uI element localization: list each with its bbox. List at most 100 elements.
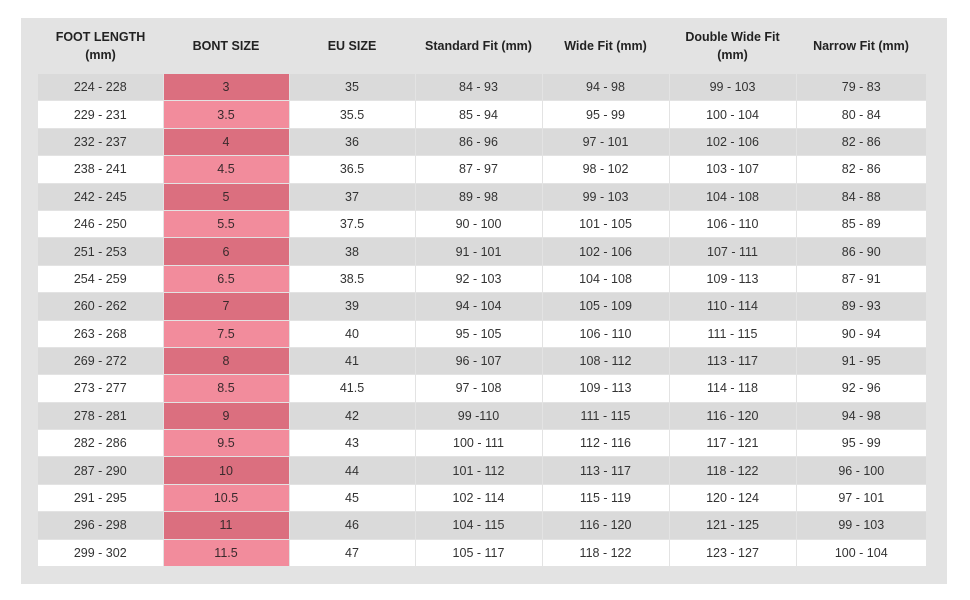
eu-size-cell: 39 xyxy=(288,292,415,321)
standard-fit-cell: 89 - 98 xyxy=(414,183,542,211)
standard-fit-cell: 97 - 108 xyxy=(414,374,542,403)
header-row: FOOT LENGTH (mm) BONT SIZE EU SIZE Standa… xyxy=(38,18,926,74)
wide-fit-cell: 101 - 105 xyxy=(541,210,669,239)
standard-fit-cell: 94 - 104 xyxy=(414,292,542,321)
size-chart-table: FOOT LENGTH (mm) BONT SIZE EU SIZE Standa… xyxy=(38,18,926,568)
wide-fit-cell: 102 - 106 xyxy=(541,237,669,266)
double-wide-fit-cell: 123 - 127 xyxy=(668,539,796,568)
double-wide-fit-cell: 113 - 117 xyxy=(668,347,796,376)
narrow-fit-cell: 99 - 103 xyxy=(795,511,926,540)
bont-size-cell: 10.5 xyxy=(162,484,289,513)
narrow-fit-cell: 100 - 104 xyxy=(795,539,926,568)
table-row: 299 - 302 11.5 47 105 - 117 118 - 122 123 - 1… xyxy=(38,539,926,568)
foot-length-cell: 229 - 231 xyxy=(38,100,163,129)
bont-size-cell: 4.5 xyxy=(162,155,289,184)
header-bont-size: BONT SIZE xyxy=(163,18,289,74)
eu-size-cell: 36.5 xyxy=(288,155,415,184)
narrow-fit-cell: 90 - 94 xyxy=(795,320,926,348)
foot-length-cell: 251 - 253 xyxy=(38,237,163,266)
standard-fit-cell: 104 - 115 xyxy=(414,511,542,540)
double-wide-fit-cell: 99 - 103 xyxy=(668,74,796,102)
header-standard-fit: Standard Fit (mm) xyxy=(415,18,542,74)
double-wide-fit-cell: 121 - 125 xyxy=(668,511,796,540)
foot-length-cell: 246 - 250 xyxy=(38,210,163,239)
eu-size-cell: 43 xyxy=(288,429,415,458)
wide-fit-cell: 105 - 109 xyxy=(541,292,669,321)
table-row: 282 - 286 9.5 43 100 - 111 112 - 116 117 - 12… xyxy=(38,429,926,458)
standard-fit-cell: 99 -110 xyxy=(414,402,542,431)
foot-length-cell: 269 - 272 xyxy=(38,347,163,376)
narrow-fit-cell: 79 - 83 xyxy=(795,74,926,102)
eu-size-cell: 41.5 xyxy=(288,374,415,403)
standard-fit-cell: 96 - 107 xyxy=(414,347,542,376)
double-wide-fit-cell: 114 - 118 xyxy=(668,374,796,403)
narrow-fit-cell: 95 - 99 xyxy=(795,429,926,458)
bont-size-cell: 6.5 xyxy=(162,265,289,294)
standard-fit-cell: 87 - 97 xyxy=(414,155,542,184)
header-double-wide-fit: Double Wide Fit (mm) xyxy=(669,18,796,74)
header-standard-fit-label: Standard Fit (mm) xyxy=(425,39,532,53)
table-row: 224 - 228 3 35 84 - 93 94 - 98 99 - 103 79 - 8… xyxy=(38,74,926,102)
foot-length-cell: 232 - 237 xyxy=(38,128,163,157)
wide-fit-cell: 106 - 110 xyxy=(541,320,669,348)
bont-size-cell: 6 xyxy=(162,237,289,266)
narrow-fit-cell: 84 - 88 xyxy=(795,183,926,211)
narrow-fit-cell: 82 - 86 xyxy=(795,128,926,157)
eu-size-cell: 41 xyxy=(288,347,415,376)
eu-size-cell: 42 xyxy=(288,402,415,431)
bont-size-cell: 7 xyxy=(162,292,289,321)
bont-size-cell: 9.5 xyxy=(162,429,289,458)
double-wide-fit-cell: 102 - 106 xyxy=(668,128,796,157)
size-chart-body: 224 - 228 3 35 84 - 93 94 - 98 99 - 103 79 - 8… xyxy=(38,74,926,568)
bont-size-cell: 8.5 xyxy=(162,374,289,403)
bont-size-cell: 11.5 xyxy=(162,539,289,568)
header-double-wide-fit-line1: Double Wide Fit xyxy=(685,30,780,44)
foot-length-cell: 263 - 268 xyxy=(38,320,163,348)
narrow-fit-cell: 97 - 101 xyxy=(795,484,926,513)
double-wide-fit-cell: 109 - 113 xyxy=(668,265,796,294)
wide-fit-cell: 97 - 101 xyxy=(541,128,669,157)
narrow-fit-cell: 82 - 86 xyxy=(795,155,926,184)
header-foot-length-line1: FOOT LENGTH xyxy=(55,30,146,44)
bont-size-cell: 5.5 xyxy=(162,210,289,239)
header-narrow-fit: Narrow Fit (mm) xyxy=(796,18,926,74)
wide-fit-cell: 118 - 122 xyxy=(541,539,669,568)
wide-fit-cell: 99 - 103 xyxy=(541,183,669,211)
double-wide-fit-cell: 116 - 120 xyxy=(668,402,796,431)
double-wide-fit-cell: 111 - 115 xyxy=(668,320,796,348)
foot-length-cell: 299 - 302 xyxy=(38,539,163,568)
bont-size-cell: 8 xyxy=(162,347,289,376)
double-wide-fit-cell: 104 - 108 xyxy=(668,183,796,211)
narrow-fit-cell: 80 - 84 xyxy=(795,100,926,129)
header-foot-length-line2: (mm) xyxy=(85,48,116,62)
table-row: 232 - 237 4 36 86 - 96 97 - 101 102 - 106 82 -… xyxy=(38,128,926,157)
wide-fit-cell: 111 - 115 xyxy=(541,402,669,431)
narrow-fit-cell: 87 - 91 xyxy=(795,265,926,294)
table-row: 238 - 241 4.5 36.5 87 - 97 98 - 102 103 - 107… xyxy=(38,155,926,184)
wide-fit-cell: 115 - 119 xyxy=(541,484,669,513)
foot-length-cell: 282 - 286 xyxy=(38,429,163,458)
standard-fit-cell: 85 - 94 xyxy=(414,100,542,129)
header-narrow-fit-label: Narrow Fit (mm) xyxy=(813,39,909,53)
eu-size-cell: 35.5 xyxy=(288,100,415,129)
bont-size-cell: 3.5 xyxy=(162,100,289,129)
header-wide-fit-label: Wide Fit (mm) xyxy=(564,39,647,53)
wide-fit-cell: 98 - 102 xyxy=(541,155,669,184)
eu-size-cell: 46 xyxy=(288,511,415,540)
size-chart-frame: FOOT LENGTH (mm) BONT SIZE EU SIZE Standa… xyxy=(21,18,947,584)
wide-fit-cell: 108 - 112 xyxy=(541,347,669,376)
foot-length-cell: 224 - 228 xyxy=(38,74,163,102)
narrow-fit-cell: 91 - 95 xyxy=(795,347,926,376)
double-wide-fit-cell: 103 - 107 xyxy=(668,155,796,184)
wide-fit-cell: 112 - 116 xyxy=(541,429,669,458)
bont-size-cell: 9 xyxy=(162,402,289,431)
table-row: 251 - 253 6 38 91 - 101 102 - 106 107 - 111 86… xyxy=(38,237,926,266)
foot-length-cell: 254 - 259 xyxy=(38,265,163,294)
table-row: 273 - 277 8.5 41.5 97 - 108 109 - 113 114 - 1… xyxy=(38,374,926,403)
wide-fit-cell: 95 - 99 xyxy=(541,100,669,129)
double-wide-fit-cell: 118 - 122 xyxy=(668,456,796,485)
eu-size-cell: 44 xyxy=(288,456,415,485)
double-wide-fit-cell: 110 - 114 xyxy=(668,292,796,321)
foot-length-cell: 273 - 277 xyxy=(38,374,163,403)
narrow-fit-cell: 96 - 100 xyxy=(795,456,926,485)
